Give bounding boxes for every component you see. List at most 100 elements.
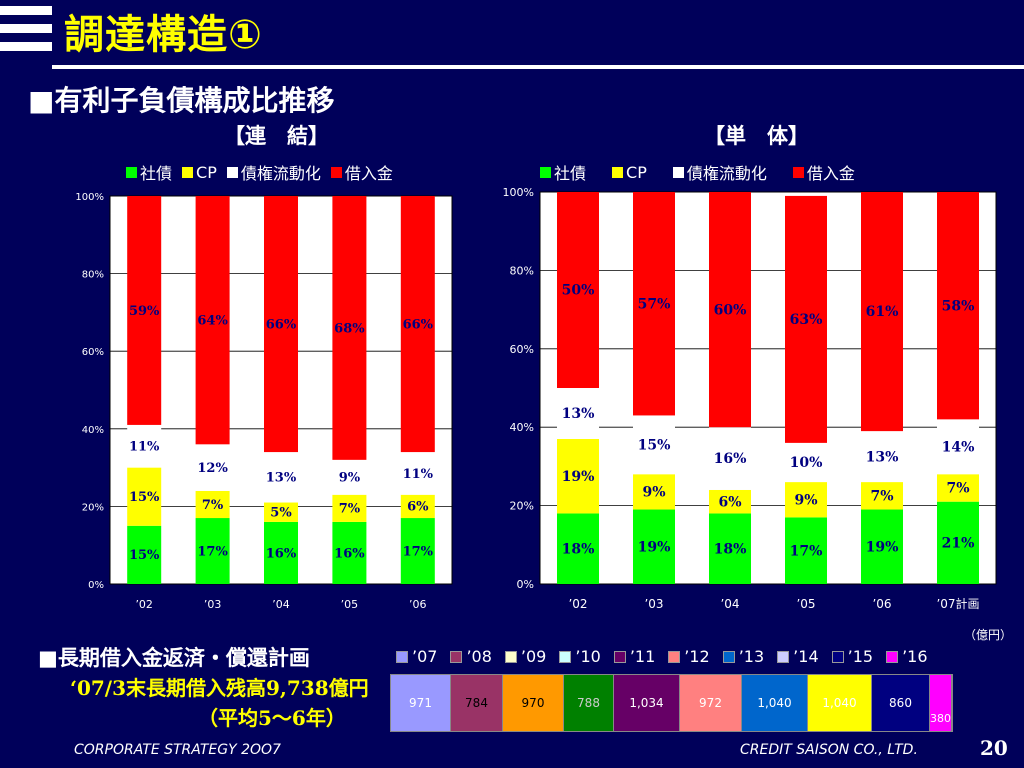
legend-swatch xyxy=(182,166,194,178)
data-label: 57% xyxy=(638,296,671,312)
legend-item: 借入金 xyxy=(792,160,855,184)
x-tick-label: ’02 xyxy=(568,597,587,611)
repayment-legend-item: ’11 xyxy=(613,647,655,666)
bar-segment xyxy=(709,427,751,490)
bar-segment xyxy=(557,513,599,584)
data-label: 9% xyxy=(339,471,361,486)
repayment-legend-item: ’15 xyxy=(831,647,874,666)
bar-segment xyxy=(332,196,367,460)
bar-segment xyxy=(785,482,827,518)
data-label: 7% xyxy=(339,502,361,517)
x-tick-label: ’07計画 xyxy=(936,596,979,611)
repayment-legend-item: ’07 xyxy=(396,647,437,666)
legend-parent: 社債 CP 債権流動化 借入金 xyxy=(540,160,881,184)
bar-segment xyxy=(127,525,162,584)
data-label: 13% xyxy=(866,449,899,465)
y-tick-label: 40% xyxy=(510,421,534,434)
bar-segment xyxy=(557,438,599,514)
legend-label: ’09 xyxy=(520,647,547,666)
bar-segment xyxy=(633,474,675,510)
repayment-value: 1,040 xyxy=(757,696,792,710)
data-label: 12% xyxy=(197,461,228,476)
data-label: 21% xyxy=(942,536,975,552)
repayment-value: 860 xyxy=(889,696,912,710)
bar-segment xyxy=(332,459,367,495)
footer-left: CORPORATE STRATEGY 2OO7 xyxy=(74,742,281,758)
legend-swatch xyxy=(396,650,408,663)
legend-item: CP xyxy=(182,163,217,182)
repayment-segment: 1,040 xyxy=(808,675,872,731)
chart-title-consolidated: 【連 結】 xyxy=(224,124,329,148)
x-tick-label: ’06 xyxy=(409,598,427,611)
legend-label: ’14 xyxy=(793,647,819,666)
legend-label: ’07 xyxy=(412,647,438,666)
menu-icon xyxy=(0,6,52,62)
legend-consolidated: 社債 CP 債権流動化 借入金 xyxy=(126,160,403,184)
repayment-value: 784 xyxy=(465,696,488,710)
legend-swatch xyxy=(831,650,844,663)
legend-label: 社債 xyxy=(554,164,587,183)
legend-label: ’15 xyxy=(847,647,874,666)
bar-segment xyxy=(332,494,367,522)
bar-segment xyxy=(400,518,435,584)
x-tick-label: ’04 xyxy=(720,597,739,611)
x-tick-label: ’03 xyxy=(644,597,663,611)
repayment-segment: 784 xyxy=(451,675,503,731)
bar-segment xyxy=(861,509,903,584)
legend-label: ’13 xyxy=(738,647,765,666)
bar-segment xyxy=(937,474,979,502)
repayment-segment: 380 xyxy=(930,675,952,731)
bar-segment xyxy=(557,388,599,439)
bar-segment xyxy=(633,415,675,475)
page-number: 20 xyxy=(980,736,1008,760)
repayment-legend-item: ’13 xyxy=(722,647,765,666)
bar-segment xyxy=(127,196,162,425)
bar-segment xyxy=(861,431,903,483)
repayment-segment: 860 xyxy=(872,675,930,731)
legend-swatch xyxy=(777,650,790,663)
data-label: 61% xyxy=(866,304,899,320)
data-label: 17% xyxy=(197,544,228,559)
repayment-value: 380 xyxy=(930,711,951,725)
repayment-value: 971 xyxy=(409,696,432,710)
legend-item: 債権流動化 xyxy=(226,160,321,184)
bar-segment xyxy=(400,196,435,453)
legend-label: 社債 xyxy=(140,164,173,183)
bar-segment xyxy=(195,490,230,519)
bar-segment xyxy=(127,467,162,526)
bar-segment xyxy=(861,192,903,432)
data-label: 60% xyxy=(714,302,747,318)
bar-segment xyxy=(633,509,675,584)
x-tick-label: ’04 xyxy=(272,598,290,611)
data-label: 7% xyxy=(870,488,893,504)
bar-segment xyxy=(861,482,903,510)
data-label: 10% xyxy=(790,455,823,471)
data-label: 9% xyxy=(642,485,665,501)
legend-swatch xyxy=(613,650,626,663)
legend-label: CP xyxy=(626,162,647,182)
bar-segment xyxy=(633,192,675,416)
y-tick-label: 80% xyxy=(82,270,104,281)
repayment-legend-item: ’10 xyxy=(559,647,601,666)
legend-swatch xyxy=(226,166,238,178)
legend-swatch xyxy=(450,650,463,663)
x-tick-label: ’06 xyxy=(872,597,891,611)
repayment-legend-item: ’12 xyxy=(668,647,710,666)
legend-swatch xyxy=(126,166,137,178)
data-label: 19% xyxy=(866,539,899,555)
legend-item: 社債 xyxy=(126,160,172,184)
data-label: 13% xyxy=(266,471,297,486)
bar-segment xyxy=(264,502,298,522)
data-label: 5% xyxy=(270,506,292,521)
unit-label: （億円） xyxy=(964,628,1013,642)
data-label: 18% xyxy=(562,541,595,557)
repayment-legend-item: ’16 xyxy=(886,647,928,666)
data-label: 15% xyxy=(129,548,160,563)
average-maturity: （平均5～6年） xyxy=(198,706,346,730)
repayment-legend: ’07 ’08 ’09 ’10 ’11 ’12 ’13 ’14 ’15 ’16 xyxy=(396,647,941,666)
bar-segment xyxy=(264,452,298,503)
bar-segment xyxy=(195,518,230,584)
y-tick-label: 40% xyxy=(82,425,104,436)
data-label: 6% xyxy=(407,500,429,515)
repayment-bar: 971 784 970 788 1,034 972 1,040 1,040 860 380 xyxy=(390,674,953,732)
